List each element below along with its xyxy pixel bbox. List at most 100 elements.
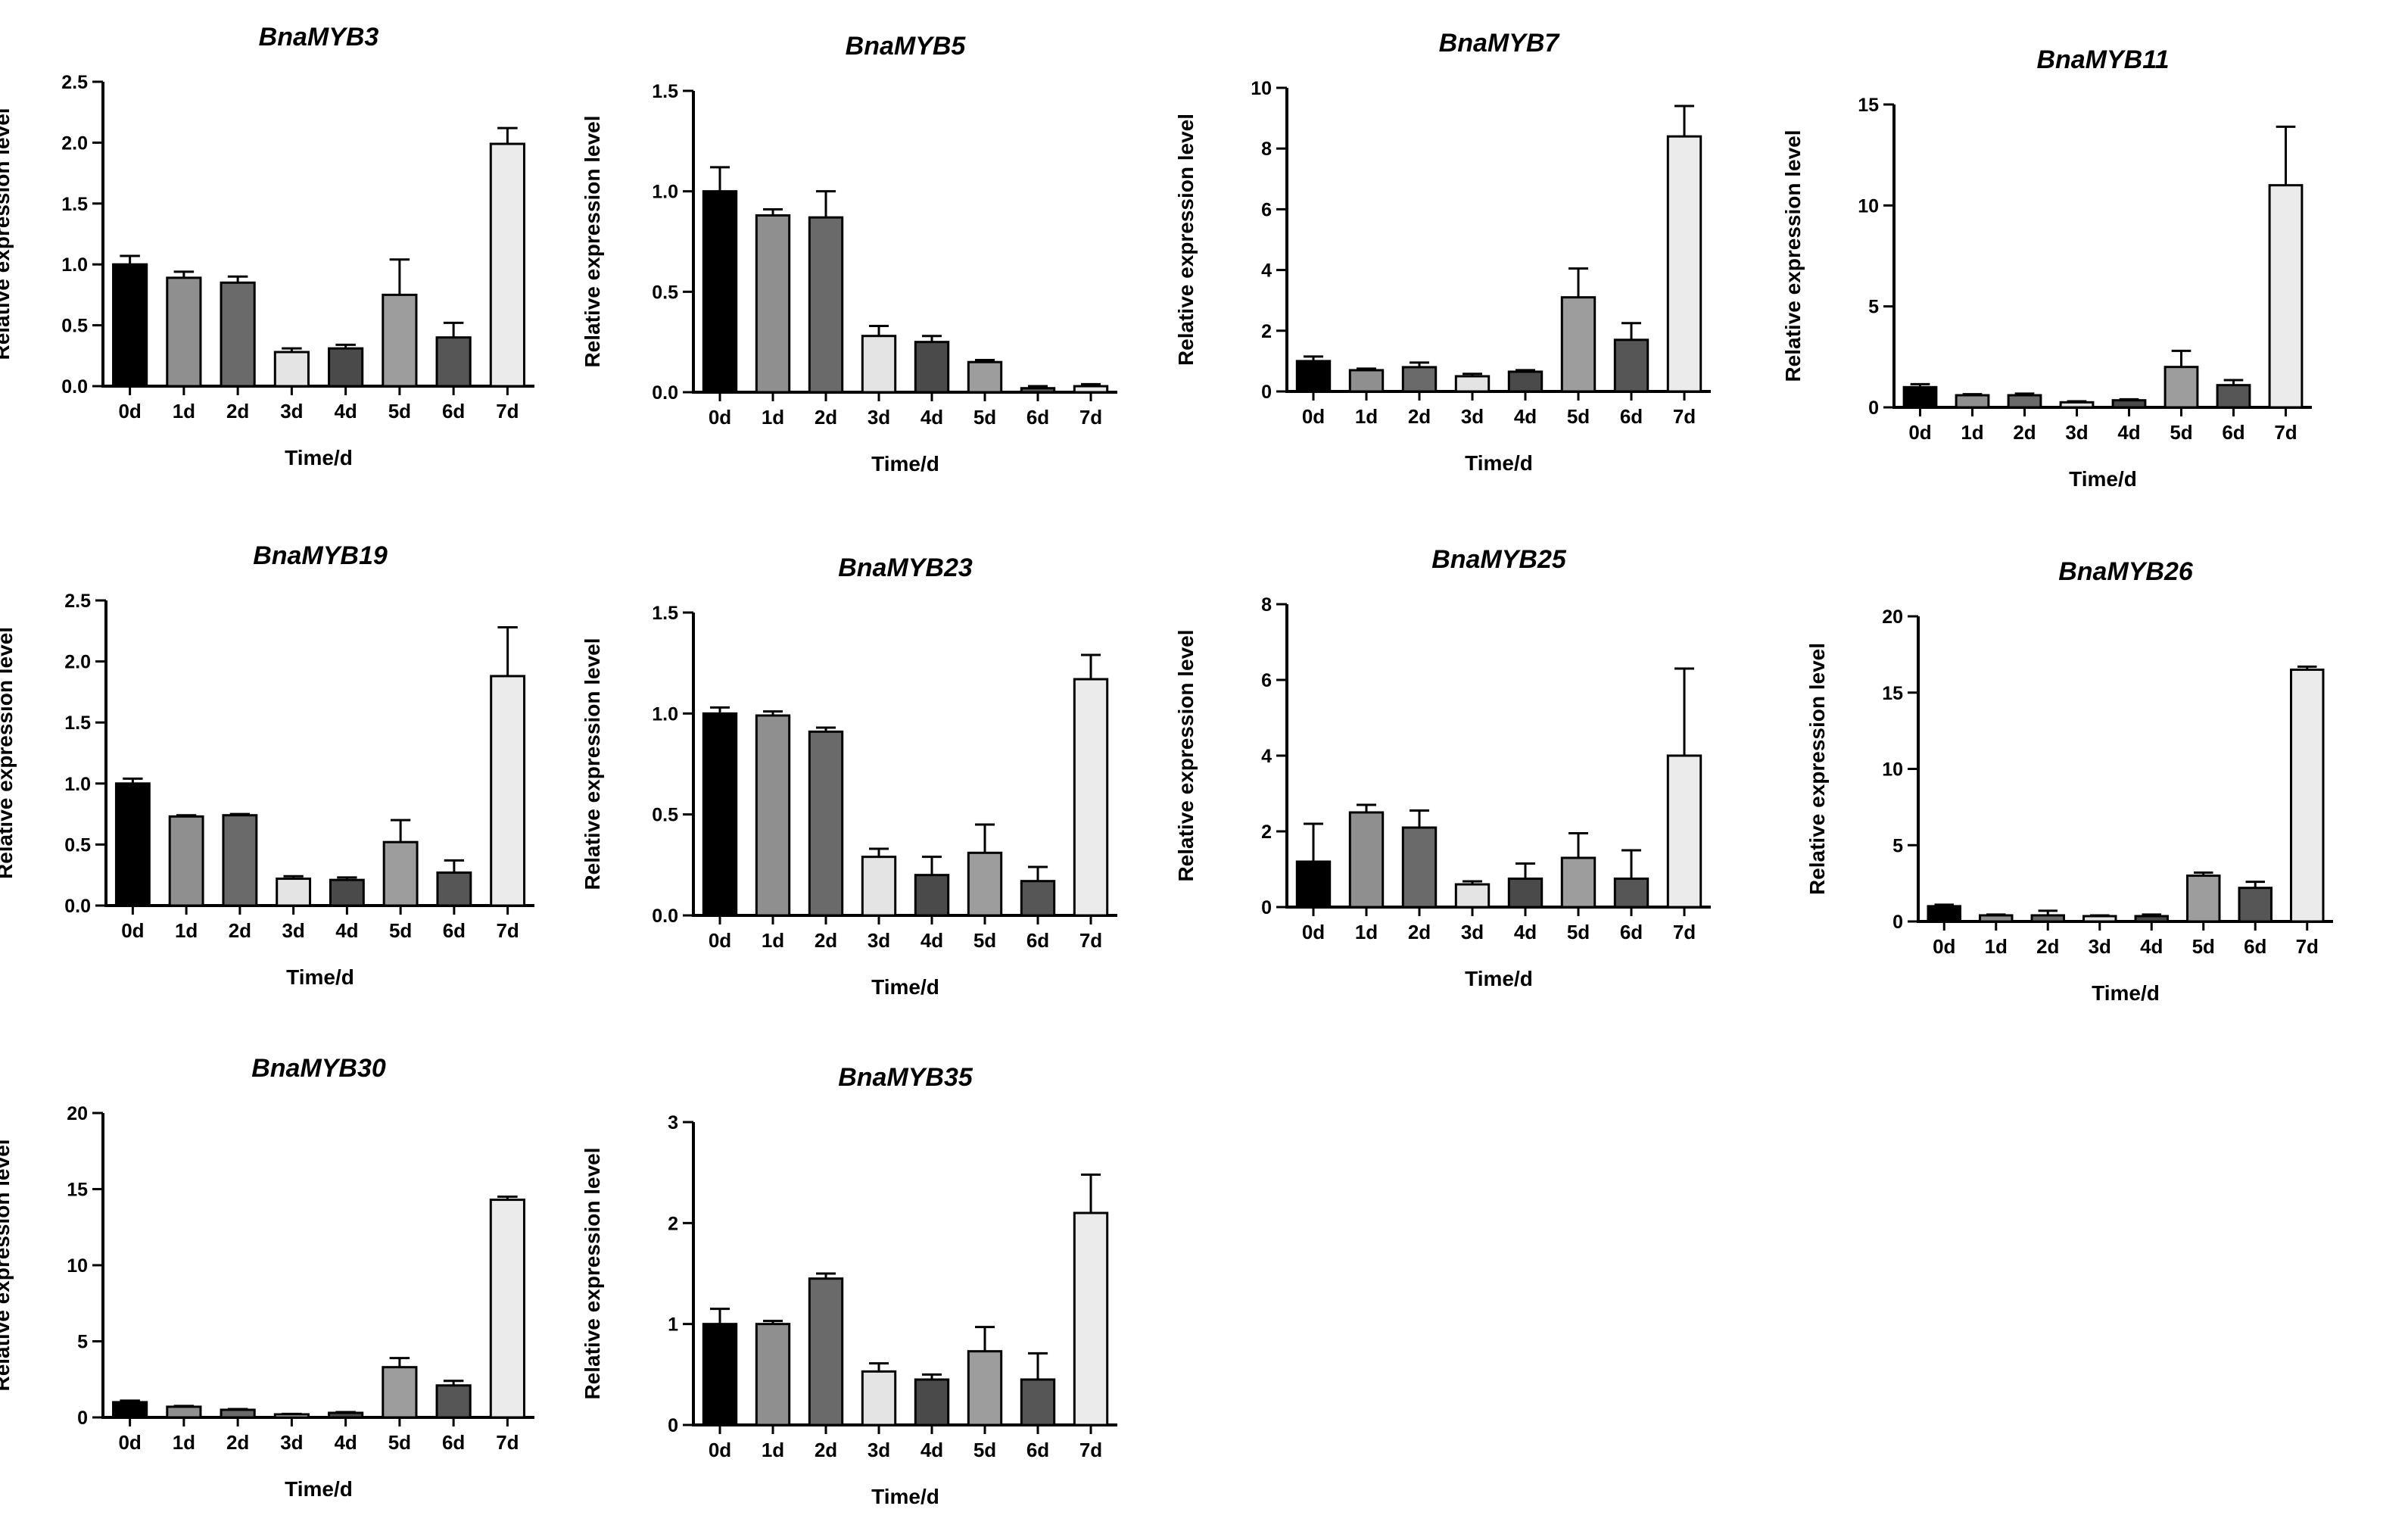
y-tick-label: 0 — [77, 1408, 88, 1429]
x-tick-label: 0d — [1302, 921, 1325, 943]
x-tick-label: 3d — [868, 1439, 890, 1461]
x-tick-label: 1d — [173, 1431, 195, 1454]
bar-7d — [489, 142, 525, 388]
x-tick-label: 2d — [815, 929, 837, 952]
bar-2d — [220, 281, 256, 388]
y-axis-label: Relative expression level — [581, 1147, 604, 1399]
chart-panel-6: BnaMYB23 0.0 0.5 1.0 1.5 Relative expression … — [581, 553, 1117, 999]
chart-title: BnaMYB19 — [253, 541, 388, 570]
y-tick-label: 2.0 — [61, 133, 88, 154]
bar-2d — [222, 814, 258, 907]
bar-7d — [1073, 1211, 1109, 1426]
bar-0d — [702, 712, 738, 917]
bar-5d — [1560, 296, 1597, 393]
x-tick-label: 0d — [709, 929, 731, 952]
x-axis-label: Time/d — [2069, 467, 2137, 491]
chart-panel-4: BnaMYB11 0 5 10 15 Relative expression level 0… — [1781, 45, 2312, 491]
y-tick-label: 6 — [1261, 199, 1272, 220]
x-tick-label: 5d — [1567, 405, 1590, 428]
x-tick-label: 6d — [1026, 929, 1049, 952]
y-tick-label: 10 — [1858, 195, 1879, 217]
bar-4d — [2134, 915, 2169, 923]
y-tick-label: 20 — [1882, 606, 1903, 628]
x-tick-label: 5d — [1567, 921, 1590, 943]
y-tick-label: 1.0 — [64, 774, 91, 795]
bar-6d — [2238, 887, 2272, 923]
bar-5d — [2186, 875, 2221, 923]
bar-7d — [489, 1199, 525, 1419]
bar-5d — [967, 1350, 1003, 1426]
chart-panel-8: BnaMYB26 0 5 10 15 20 Relative expression leve… — [1805, 557, 2333, 1005]
y-tick-label: 0.0 — [61, 376, 88, 398]
bar-1d — [1348, 369, 1385, 393]
bar-1d — [755, 1323, 791, 1426]
bar-4d — [2111, 399, 2147, 409]
bar-2d — [808, 1277, 844, 1426]
bar-6d — [436, 871, 472, 907]
x-tick-label: 5d — [973, 406, 996, 429]
bar-0d — [1295, 360, 1332, 393]
bar-5d — [382, 840, 419, 907]
y-tick-label: 0.0 — [64, 896, 91, 917]
x-tick-label: 1d — [1355, 921, 1378, 943]
bar-4d — [1507, 878, 1544, 909]
chart-title: BnaMYB30 — [251, 1054, 386, 1083]
x-axis-label: Time/d — [286, 965, 354, 989]
y-tick-label: 10 — [67, 1255, 88, 1277]
y-tick-label: 15 — [1858, 95, 1879, 116]
y-tick-label: 0 — [668, 1415, 678, 1436]
x-tick-label: 4d — [2117, 421, 2140, 444]
x-tick-label: 0d — [118, 400, 141, 422]
bar-0d — [112, 1401, 148, 1419]
y-tick-label: 20 — [67, 1103, 88, 1124]
y-tick-label: 10 — [1251, 78, 1272, 99]
x-tick-label: 6d — [442, 400, 465, 422]
x-tick-label: 2d — [229, 919, 251, 942]
x-tick-label: 1d — [762, 1439, 784, 1461]
bar-1d — [755, 214, 791, 394]
x-tick-label: 5d — [973, 929, 996, 952]
x-tick-label: 5d — [388, 400, 411, 422]
x-tick-label: 6d — [1620, 405, 1643, 428]
y-tick-label: 2 — [668, 1213, 678, 1234]
y-axis-label: Relative expression level — [1174, 629, 1198, 881]
y-tick-label: 15 — [1882, 683, 1903, 704]
y-tick-label: 1.5 — [64, 712, 91, 734]
bar-1d — [755, 714, 791, 917]
bar-6d — [1020, 387, 1056, 394]
x-axis-label: Time/d — [1465, 967, 1533, 990]
bar-5d — [382, 1366, 418, 1419]
bar-5d — [1560, 856, 1597, 909]
chart-panel-3: BnaMYB7 0 2 4 6 8 10 Relative expression level 0… — [1174, 29, 1711, 475]
bar-6d — [1613, 338, 1649, 393]
y-tick-label: 0.5 — [652, 805, 678, 826]
bar-6d — [435, 336, 472, 388]
x-tick-label: 3d — [868, 929, 890, 952]
x-tick-label: 3d — [1461, 921, 1484, 943]
x-tick-label: 4d — [1514, 921, 1537, 943]
x-tick-label: 4d — [2140, 935, 2163, 958]
bar-5d — [2163, 366, 2199, 409]
x-tick-label: 6d — [1026, 406, 1049, 429]
x-axis-label: Time/d — [1465, 451, 1533, 475]
x-tick-label: 0d — [709, 406, 731, 429]
x-tick-label: 7d — [496, 400, 519, 422]
x-tick-label: 7d — [2274, 421, 2297, 444]
x-tick-label: 3d — [1461, 405, 1484, 428]
bar-3d — [276, 878, 312, 907]
y-tick-label: 0 — [1892, 912, 1903, 933]
y-tick-label: 2.0 — [64, 652, 91, 673]
x-tick-label: 2d — [815, 1439, 837, 1461]
bar-2d — [1401, 366, 1438, 393]
bar-3d — [861, 856, 897, 917]
bar-1d — [1348, 811, 1385, 909]
bar-0d — [1902, 385, 1938, 409]
bar-4d — [329, 878, 365, 907]
bar-2d — [1401, 826, 1438, 909]
bar-0d — [112, 263, 148, 388]
bar-4d — [914, 874, 950, 917]
chart-panel-5: BnaMYB19 0.0 0.5 1.0 1.5 2.0 2.5 Relative expre… — [0, 541, 534, 989]
x-tick-label: 4d — [921, 1439, 943, 1461]
chart-panel-9: BnaMYB30 0 5 10 15 20 Relative expression leve… — [0, 1054, 534, 1501]
bar-6d — [435, 1384, 472, 1419]
